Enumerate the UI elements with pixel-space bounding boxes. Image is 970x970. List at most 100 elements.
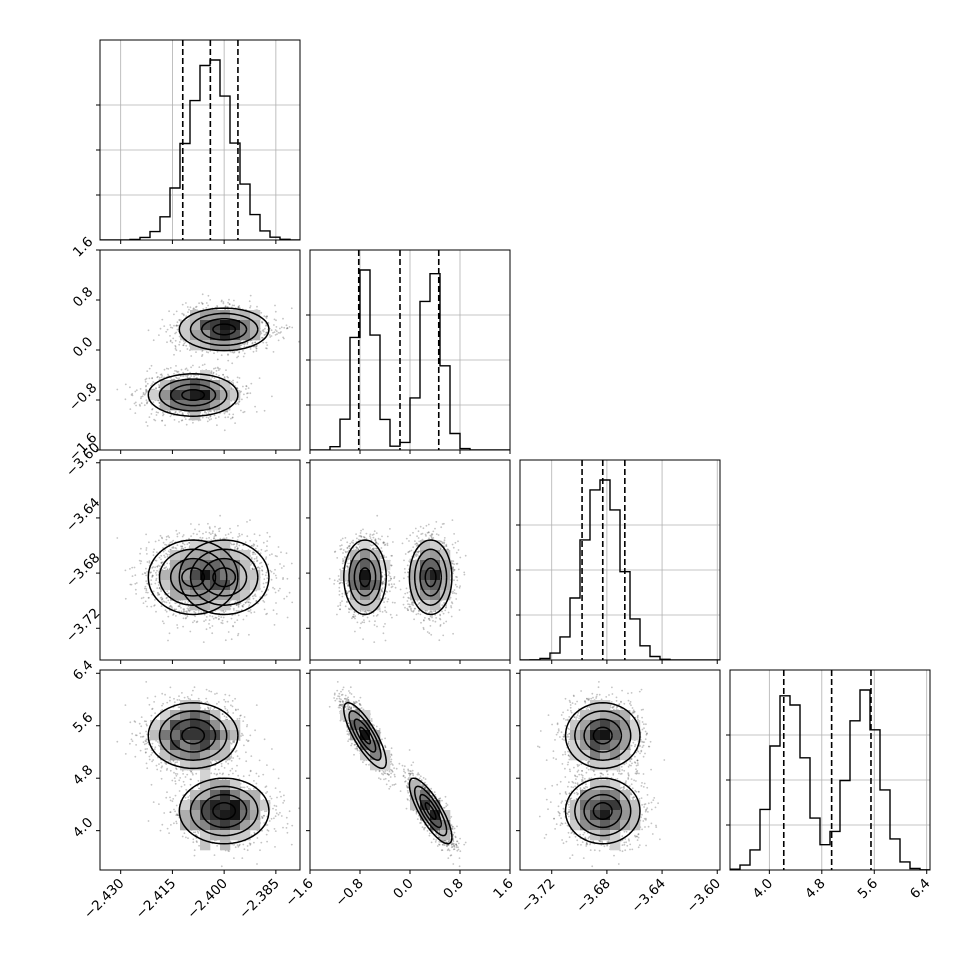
density-cell <box>600 730 611 741</box>
density-cell <box>200 560 211 571</box>
density-cell <box>580 730 591 741</box>
density-cell <box>250 570 261 581</box>
density-cell <box>610 720 621 731</box>
density-cell <box>430 540 441 551</box>
density-cell <box>610 820 621 831</box>
density-cell <box>180 730 191 741</box>
density-cell <box>210 750 221 761</box>
density-cell <box>160 580 171 591</box>
density-cell <box>620 740 631 751</box>
density-cell <box>350 710 361 721</box>
subplot-3-3: 4.0 4.8 5.6 6.4 <box>726 669 934 903</box>
contour-0-3 <box>408 539 453 616</box>
subplot-frame <box>729 669 931 871</box>
y-tick-label: 0.0 <box>70 334 97 361</box>
contour-0-0 <box>212 802 237 820</box>
subplot-frame <box>519 669 721 871</box>
density-cell <box>570 740 581 751</box>
y-tick-label: 4.8 <box>70 762 97 789</box>
density-cell <box>420 550 431 561</box>
density-cell <box>160 380 171 391</box>
density-cell <box>230 580 241 591</box>
density-cell <box>190 720 201 731</box>
density-cell <box>200 400 211 411</box>
density-cell <box>250 800 261 811</box>
density-cell <box>600 710 611 721</box>
density-cell <box>240 830 251 841</box>
density-cell <box>430 800 441 811</box>
density-cell <box>570 720 581 731</box>
density-cell <box>620 750 631 761</box>
contour-1-1 <box>169 557 217 597</box>
density-cell <box>610 840 621 851</box>
density-cell <box>430 550 441 561</box>
density-cell <box>200 800 211 811</box>
density-cell <box>220 540 231 551</box>
contour-1-2 <box>158 710 228 761</box>
density-cell <box>600 760 611 771</box>
subplot-2-2 <box>516 459 721 664</box>
density-cell <box>420 600 431 611</box>
density-cell <box>230 730 241 741</box>
density-cell <box>180 330 191 341</box>
contour-0-2 <box>574 785 632 837</box>
density-cell <box>600 820 611 831</box>
density-cell <box>180 320 191 331</box>
density-cell <box>180 700 191 711</box>
subplot-frame <box>99 459 301 661</box>
contour-0-1 <box>200 318 248 341</box>
density-cell <box>220 550 231 561</box>
x-tick-label: 5.6 <box>855 876 882 903</box>
density-cell <box>220 320 231 331</box>
density-cell <box>190 540 201 551</box>
subplot-frame <box>519 459 721 661</box>
density-cell <box>230 330 241 341</box>
density-cell <box>180 740 191 751</box>
contour-1-1 <box>169 383 217 407</box>
contour-0-3 <box>178 307 270 352</box>
x-tick-label: 0.0 <box>390 876 417 903</box>
x-tick-label: 4.0 <box>750 876 777 903</box>
x-tick-label: 4.8 <box>802 876 829 903</box>
density-cell <box>370 600 381 611</box>
subplot-frame <box>309 459 511 661</box>
x-tick-label: −2.400 <box>184 876 231 923</box>
contour-1-3 <box>147 539 239 616</box>
density-cell <box>180 710 191 721</box>
density-cell <box>190 800 201 811</box>
density-cell <box>430 580 441 591</box>
density-cell <box>190 550 201 561</box>
density-cell <box>610 830 621 841</box>
contour-1-3 <box>147 702 239 770</box>
density-cell <box>210 330 221 341</box>
density-cell <box>220 400 231 411</box>
x-tick-label: −3.64 <box>628 876 669 917</box>
contour-0-2 <box>189 785 259 837</box>
density-cell <box>220 720 231 731</box>
density-cell <box>190 310 201 321</box>
density-cell <box>620 710 631 721</box>
density-cell <box>180 760 191 771</box>
x-tick-label: −1.6 <box>282 876 316 910</box>
contour-1-1 <box>353 557 377 597</box>
density-cell <box>220 570 231 581</box>
density-cell <box>170 750 181 761</box>
density-cell <box>210 740 221 751</box>
density-cell <box>180 720 191 731</box>
y-tick-label: 5.6 <box>70 710 97 737</box>
contour-1-3 <box>564 702 641 770</box>
contour-0-0 <box>212 323 237 336</box>
density-cell <box>410 780 421 791</box>
density-cell <box>200 380 211 391</box>
subplot-frame <box>99 39 301 241</box>
density-cell <box>220 390 231 401</box>
density-cell <box>220 840 231 851</box>
density-cell <box>440 580 451 591</box>
density-cell <box>430 590 441 601</box>
contour-0-1 <box>419 793 443 829</box>
contour-1-3 <box>147 373 239 418</box>
density-cell <box>600 780 611 791</box>
density-cell <box>230 320 241 331</box>
y-tick-label: 6.4 <box>70 657 97 684</box>
density-cell <box>620 800 631 811</box>
